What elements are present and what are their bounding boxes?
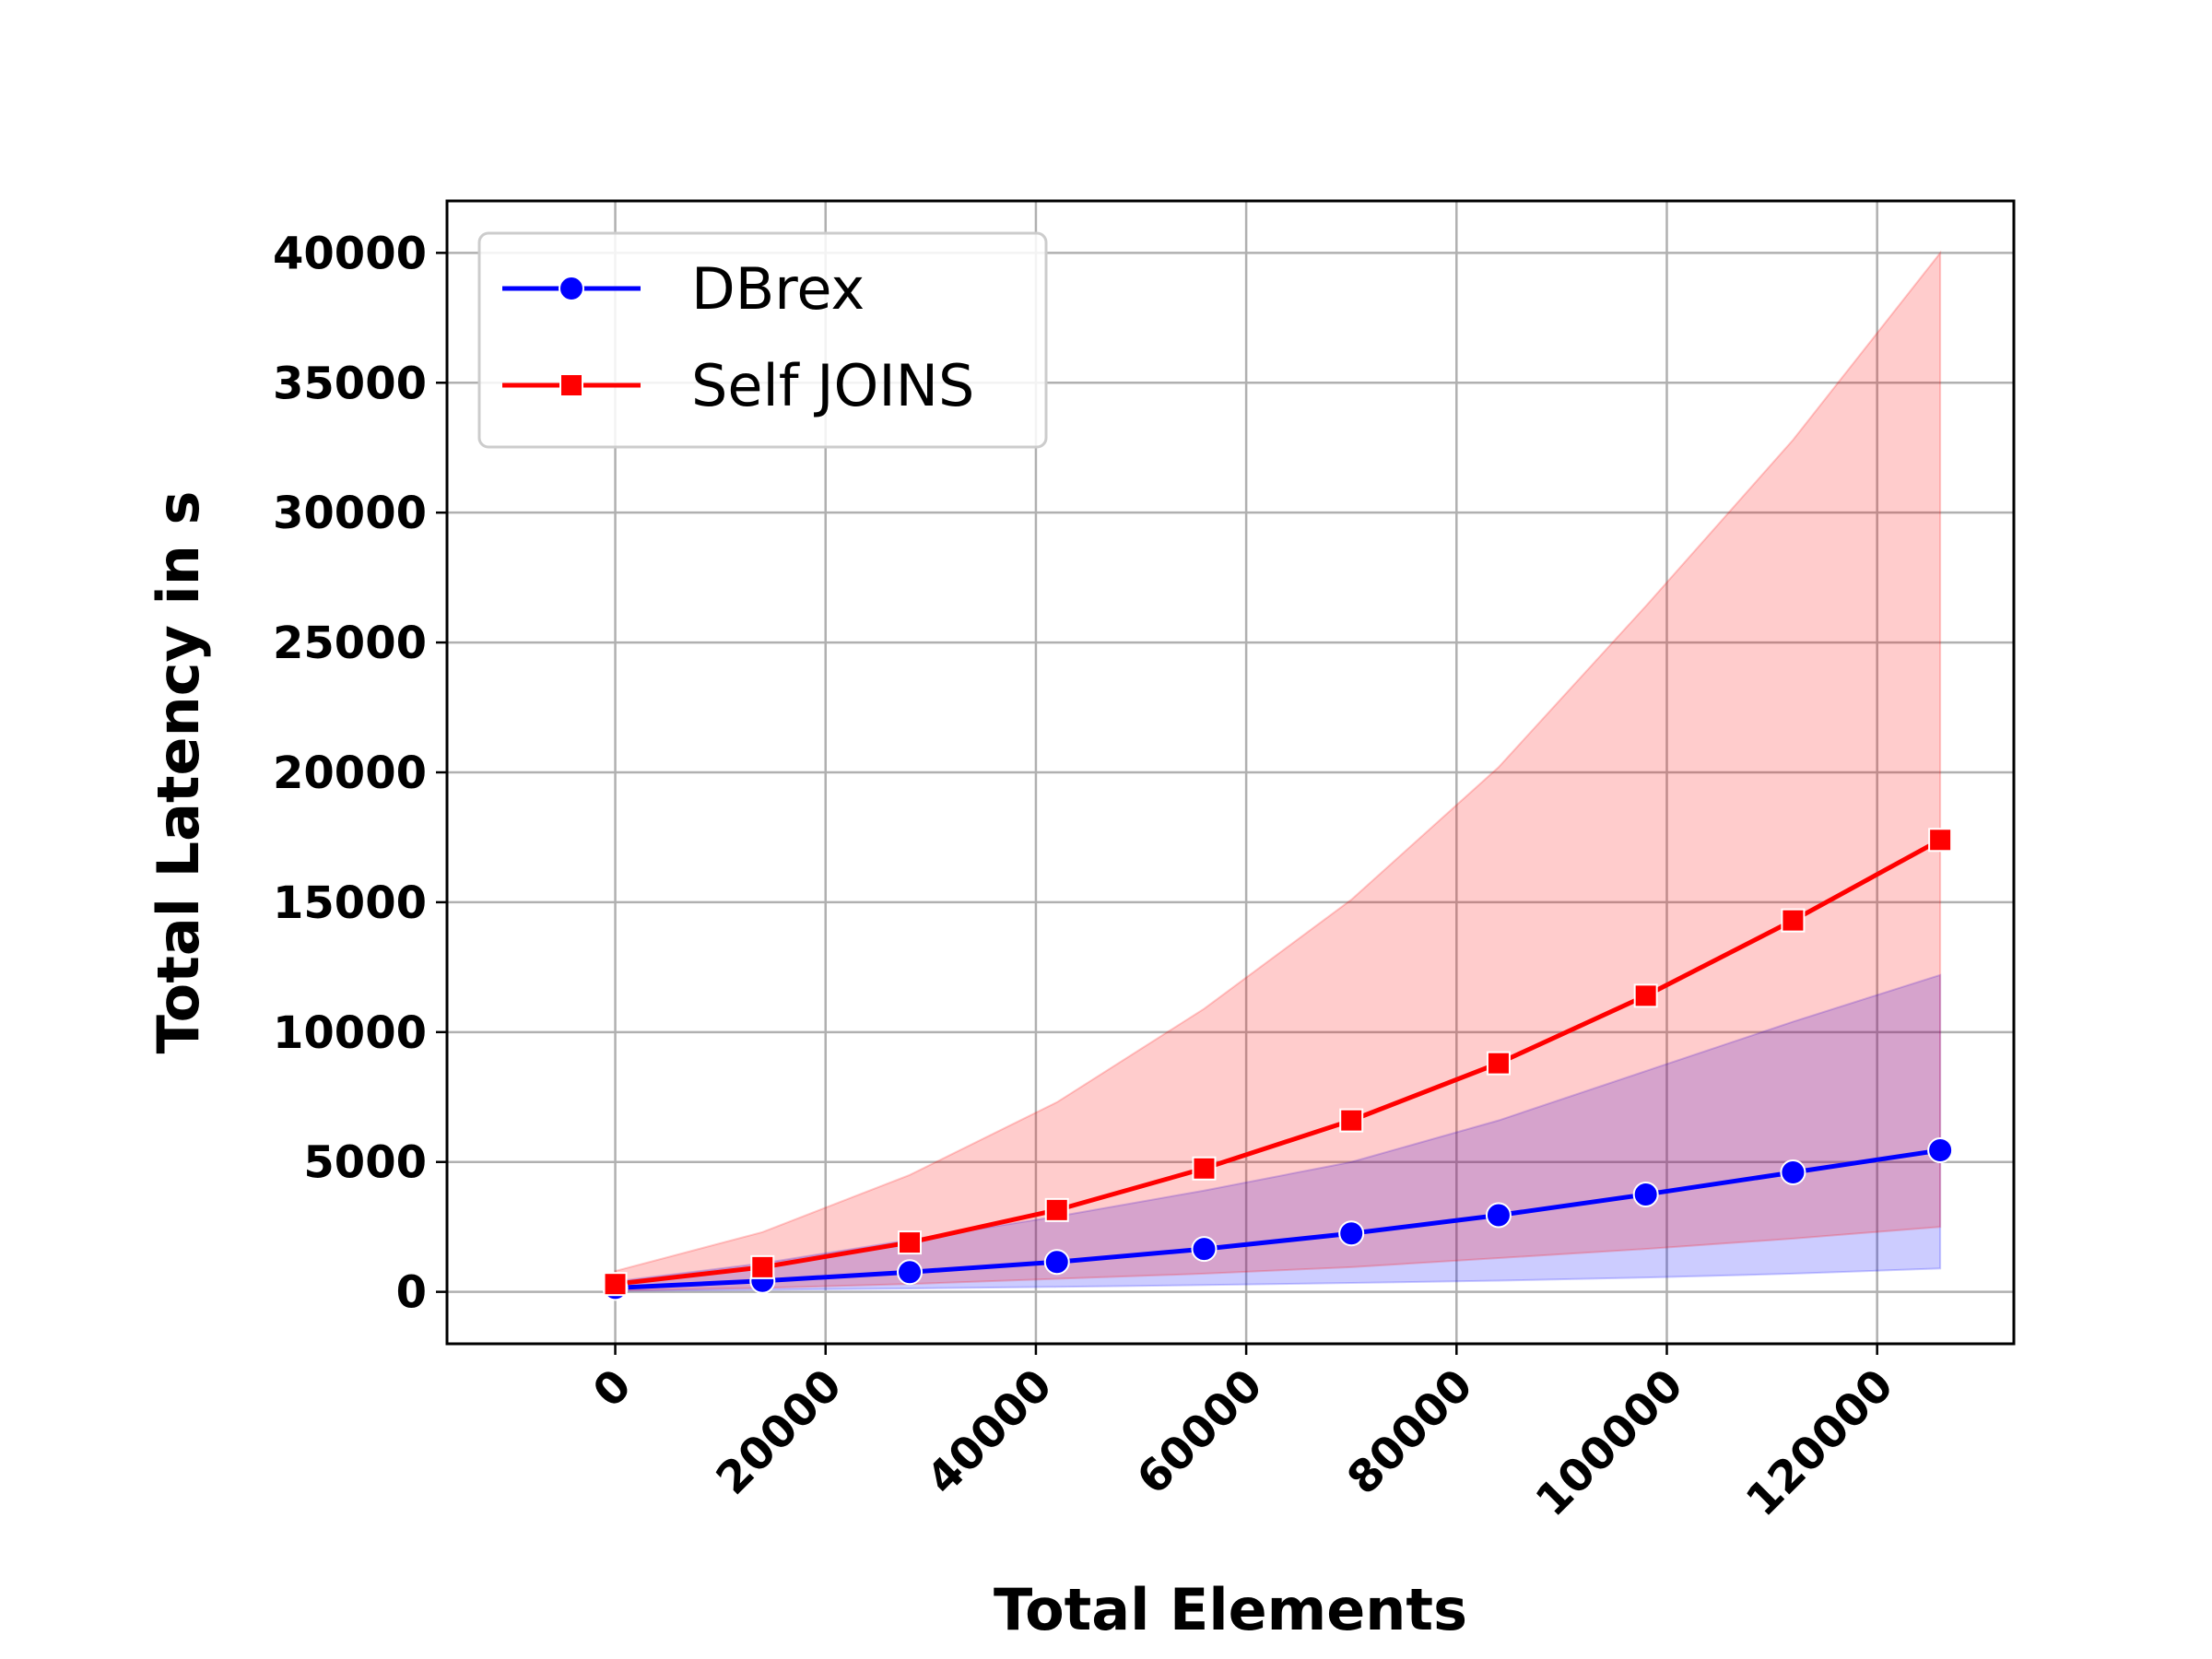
y-tick-label: 10000 — [273, 1007, 427, 1059]
self-joins-point — [1044, 1197, 1069, 1222]
legend-dbrex-marker — [559, 276, 584, 301]
y-tick-label: 15000 — [273, 877, 427, 929]
self-joins-point — [1633, 983, 1658, 1008]
self-joins-point — [1781, 908, 1806, 933]
legend-self-joins-marker — [559, 373, 583, 397]
dbrex-point — [1780, 1159, 1806, 1185]
self-joins-point — [1928, 828, 1953, 853]
y-tick-label: 0 — [396, 1267, 427, 1319]
y-tick-label: 20000 — [273, 747, 427, 799]
dbrex-point — [897, 1259, 924, 1286]
legend: DBrex Self JOINS — [477, 231, 1048, 449]
legend-dbrex-label: DBrex — [691, 255, 865, 323]
y-axis-ticks: 0 5000 10000 15000 20000 25000 30000 35000 40000 — [273, 228, 447, 1319]
y-tick-label: 35000 — [273, 358, 427, 409]
confidence-bands — [614, 250, 1942, 1292]
y-tick-label: 5000 — [303, 1137, 427, 1189]
dbrex-line — [615, 1147, 1941, 1290]
dbrex-point — [1338, 1220, 1365, 1247]
dbrex-point — [1043, 1249, 1070, 1276]
dbrex-point — [1485, 1202, 1512, 1229]
legend-self-joins-label: Self JOINS — [691, 352, 974, 419]
dbrex-point — [1191, 1236, 1218, 1263]
self-joins-point — [1486, 1051, 1511, 1076]
self-joins-point — [603, 1272, 628, 1297]
self-joins-point — [750, 1254, 775, 1279]
y-tick-label: 25000 — [273, 618, 427, 669]
x-axis-title: Total Elements — [994, 1576, 1467, 1643]
self-joins-band — [614, 250, 1942, 1292]
self-joins-point — [1192, 1156, 1217, 1181]
y-tick-label: 40000 — [273, 228, 427, 279]
dbrex-band — [614, 973, 1942, 1292]
dbrex-point — [1927, 1137, 1954, 1164]
series-lines — [615, 838, 1942, 1290]
self-joins-point — [1339, 1108, 1364, 1133]
self-joins-line — [615, 838, 1942, 1287]
y-tick-label: 30000 — [273, 488, 427, 539]
y-axis-title: Total Latency in s — [145, 491, 212, 1054]
self-joins-point — [898, 1230, 923, 1255]
dbrex-point — [1632, 1181, 1659, 1207]
series-markers — [602, 828, 1954, 1301]
